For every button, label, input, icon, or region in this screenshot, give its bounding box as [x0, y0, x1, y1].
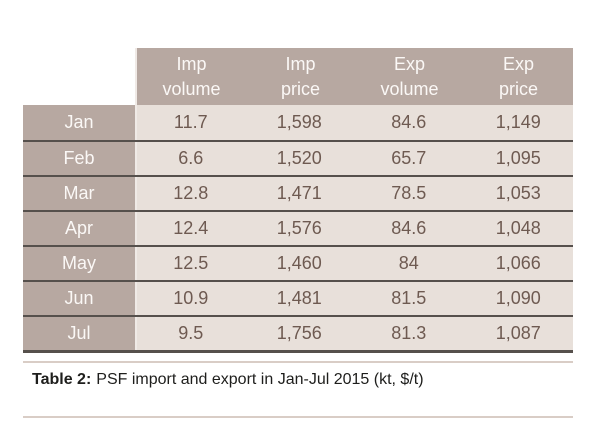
table-row-may: May 12.5 1,460 84 1,066: [23, 245, 573, 280]
row-label: Mar: [23, 177, 135, 210]
cell-exp-price: 1,066: [463, 247, 573, 280]
cell-exp-price: 1,087: [463, 317, 573, 350]
cell-imp-price: 1,756: [244, 317, 354, 350]
table-row-jan: Jan 11.7 1,598 84.6 1,149: [23, 105, 573, 140]
table-row-apr: Apr 12.4 1,576 84.6 1,048: [23, 210, 573, 245]
cell-exp-price: 1,149: [463, 105, 573, 140]
cell-imp-volume: 12.5: [135, 247, 245, 280]
caption-text: PSF import and export in Jan-Jul 2015 (k…: [96, 371, 424, 388]
cell-imp-volume: 10.9: [135, 282, 245, 315]
data-table: Imp volume Imp price Exp volume Exp pric…: [23, 48, 573, 353]
cell-exp-price: 1,095: [463, 142, 573, 175]
column-header-exp-volume: Exp volume: [380, 53, 439, 99]
cell-imp-price: 1,460: [244, 247, 354, 280]
cell-imp-volume: 6.6: [135, 142, 245, 175]
table-body: Jan 11.7 1,598 84.6 1,149 Feb 6.6 1,520 …: [23, 105, 573, 353]
cell-imp-price: 1,576: [244, 212, 354, 245]
cell-exp-volume: 65.7: [354, 142, 464, 175]
caption-top-rule: [23, 361, 573, 363]
cell-exp-volume: 81.5: [354, 282, 464, 315]
row-label: Feb: [23, 142, 135, 175]
cell-imp-price: 1,598: [244, 105, 354, 140]
row-label: Jan: [23, 105, 135, 140]
table-header-row: Imp volume Imp price Exp volume Exp pric…: [135, 48, 573, 105]
table-row-jul: Jul 9.5 1,756 81.3 1,087: [23, 315, 573, 350]
table-caption: Table 2: PSF import and export in Jan-Jul…: [32, 371, 572, 389]
row-label: May: [23, 247, 135, 280]
caption-bottom-rule: [23, 416, 573, 418]
cell-exp-volume: 84.6: [354, 212, 464, 245]
cell-imp-price: 1,471: [244, 177, 354, 210]
column-header-exp-price: Exp price: [498, 53, 538, 99]
cell-exp-volume: 81.3: [354, 317, 464, 350]
cell-exp-price: 1,090: [463, 282, 573, 315]
row-label: Jul: [23, 317, 135, 350]
cell-exp-volume: 84: [354, 247, 464, 280]
cell-imp-price: 1,481: [244, 282, 354, 315]
cell-exp-price: 1,048: [463, 212, 573, 245]
column-header-imp-price: Imp price: [280, 53, 320, 99]
cell-exp-price: 1,053: [463, 177, 573, 210]
table-row-jun: Jun 10.9 1,481 81.5 1,090: [23, 280, 573, 315]
cell-imp-price: 1,520: [244, 142, 354, 175]
cell-imp-volume: 12.8: [135, 177, 245, 210]
cell-exp-volume: 78.5: [354, 177, 464, 210]
table-row-feb: Feb 6.6 1,520 65.7 1,095: [23, 140, 573, 175]
row-label: Jun: [23, 282, 135, 315]
cell-imp-volume: 12.4: [135, 212, 245, 245]
cell-imp-volume: 11.7: [135, 105, 245, 140]
cell-imp-volume: 9.5: [135, 317, 245, 350]
column-header-imp-volume: Imp volume: [162, 53, 221, 99]
table-row-mar: Mar 12.8 1,471 78.5 1,053: [23, 175, 573, 210]
row-label: Apr: [23, 212, 135, 245]
caption-label: Table 2:: [32, 371, 92, 388]
cell-exp-volume: 84.6: [354, 105, 464, 140]
